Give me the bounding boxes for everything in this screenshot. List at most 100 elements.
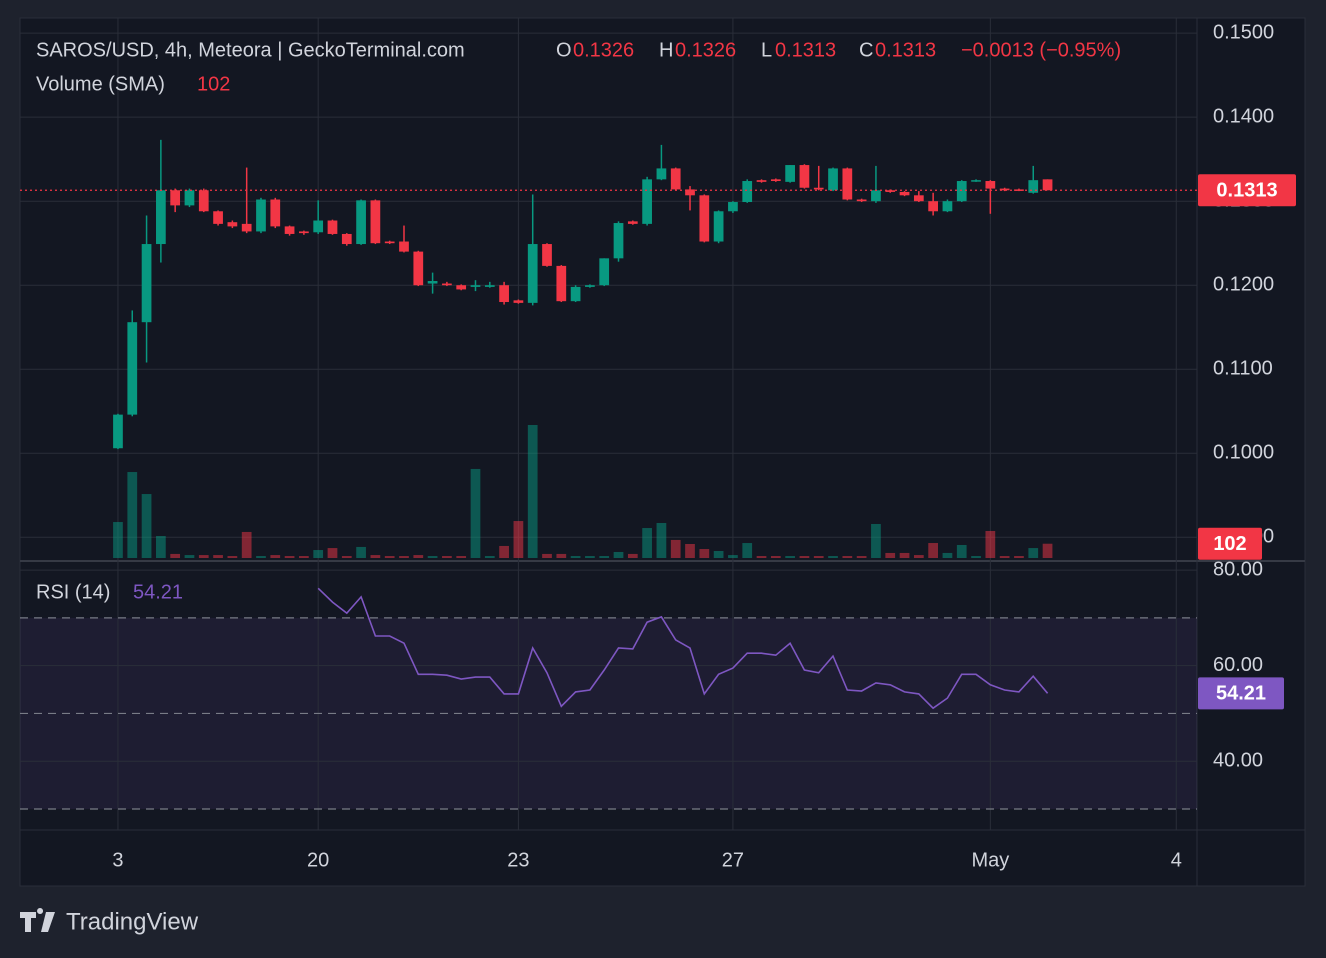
- candle-body: [1014, 189, 1024, 191]
- volume-bar: [356, 546, 366, 558]
- volume-bar: [699, 549, 710, 558]
- candle-body: [356, 200, 366, 245]
- legend-value: 0.1326: [573, 39, 634, 61]
- candle-body: [713, 211, 724, 242]
- rsi-badge: 54.21: [1216, 683, 1266, 705]
- y-tick-label: 0.1100: [1213, 358, 1273, 380]
- y-tick-label: 0.1500: [1213, 21, 1274, 43]
- candle-body: [327, 220, 338, 234]
- brand-icon: [20, 908, 55, 932]
- candle-body: [928, 201, 939, 212]
- volume-bar: [413, 555, 424, 558]
- candle-body: [971, 180, 981, 182]
- candle-body: [670, 168, 681, 190]
- volume-bar: [484, 556, 495, 558]
- legend-value: 0.1313: [775, 39, 836, 61]
- legend-key: O: [556, 39, 572, 61]
- candle-body: [499, 285, 509, 303]
- volume-bar: [427, 556, 438, 558]
- candle-body: [799, 165, 810, 188]
- volume-bar: [256, 556, 266, 558]
- volume-bar: [871, 523, 881, 558]
- volume-bar: [313, 550, 324, 558]
- volume-bar: [184, 555, 195, 558]
- volume-bar: [156, 536, 166, 558]
- candle-body: [156, 190, 166, 245]
- y-tick-label: 0.1000: [1213, 442, 1274, 464]
- volume-bar: [928, 543, 939, 558]
- volume-bar: [513, 521, 524, 558]
- candle-body: [942, 201, 953, 212]
- candle-body: [527, 244, 538, 303]
- volume-bar: [770, 556, 781, 558]
- volume-bar: [442, 556, 452, 558]
- rsi-line: [317, 587, 1049, 710]
- rsi-value: 54.21: [133, 581, 183, 603]
- candle-body: [1028, 180, 1039, 193]
- candle-body: [585, 285, 595, 287]
- volume-bar: [399, 556, 409, 558]
- volume-value: 102: [197, 73, 230, 95]
- x-tick-label: 27: [722, 849, 744, 871]
- volume-bar: [1028, 548, 1039, 558]
- candle-body: [728, 202, 738, 212]
- volume-bar: [613, 551, 624, 558]
- volume-bar: [785, 556, 795, 558]
- candle-body: [956, 181, 967, 202]
- volume-bar: [113, 522, 123, 558]
- y-tick-label: 0.1200: [1213, 273, 1274, 295]
- volume-bar: [213, 555, 223, 558]
- volume-bar: [370, 555, 381, 558]
- volume-bar: [556, 553, 567, 558]
- volume-bar: [899, 552, 910, 558]
- candle-body: [756, 180, 767, 182]
- volume-bar: [341, 556, 352, 558]
- volume-bar: [327, 548, 338, 558]
- candle-body: [699, 195, 710, 242]
- volume-badge: 102: [1213, 533, 1246, 555]
- volume-bar: [170, 553, 181, 558]
- y-tick-label: 0.1400: [1213, 105, 1274, 127]
- volume-label: Volume (SMA): [36, 73, 165, 95]
- candle-body: [384, 241, 395, 244]
- rsi-label: RSI (14): [36, 581, 110, 603]
- candle-body: [284, 226, 295, 234]
- rsi-tick-label: 80.00: [1213, 558, 1263, 580]
- x-tick-label: 20: [307, 849, 329, 871]
- candle-body: [427, 281, 438, 284]
- candle-body: [227, 222, 238, 227]
- legend-change: −0.0013 (−0.95%): [961, 39, 1121, 61]
- candle-body: [785, 165, 795, 182]
- candle-body: [642, 179, 652, 224]
- x-tick-label: 4: [1171, 849, 1182, 871]
- volume-bar: [999, 556, 1010, 558]
- candle-body: [599, 258, 610, 286]
- volume-bar: [942, 552, 953, 558]
- candle-body: [184, 190, 195, 206]
- volume-badge-bg: [1198, 527, 1262, 560]
- rsi-tick-label: 60.00: [1213, 654, 1263, 676]
- candle-body: [198, 190, 209, 212]
- volume-bar: [885, 552, 896, 558]
- volume-bar: [856, 556, 867, 558]
- volume-bar: [985, 530, 996, 558]
- brand-logo: TradingView: [20, 908, 199, 935]
- candle-body: [828, 168, 838, 191]
- volume-bar: [756, 556, 767, 558]
- volume-bar: [284, 556, 295, 558]
- candle-body: [141, 244, 152, 323]
- candle-body: [871, 190, 881, 202]
- x-tick-label: 23: [507, 849, 529, 871]
- chart-title: SAROS/USD, 4h, Meteora | GeckoTerminal.c…: [36, 39, 465, 61]
- last-price-badge-bg: [1198, 174, 1296, 207]
- candle-body: [913, 195, 924, 202]
- volume-bar: [813, 556, 824, 558]
- candle-body: [899, 191, 910, 196]
- candle-body: [842, 168, 853, 200]
- brand-name: TradingView: [66, 908, 199, 935]
- candle-body: [613, 223, 624, 259]
- volume-bar: [542, 553, 552, 558]
- candle-body: [341, 233, 352, 245]
- legend-key: L: [761, 39, 772, 61]
- candle-body: [456, 285, 467, 290]
